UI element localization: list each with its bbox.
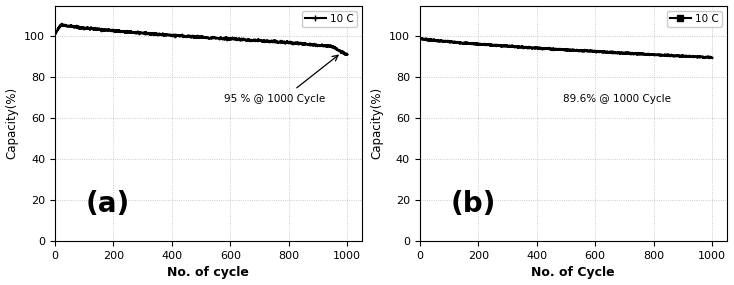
Legend: 10 C: 10 C — [666, 11, 722, 27]
Legend: 10 C: 10 C — [302, 11, 357, 27]
Text: 89.6% @ 1000 Cycle: 89.6% @ 1000 Cycle — [563, 94, 671, 104]
Text: (b): (b) — [451, 190, 496, 218]
Text: (a): (a) — [86, 190, 130, 218]
X-axis label: No. of cycle: No. of cycle — [167, 266, 250, 280]
X-axis label: No. of Cycle: No. of Cycle — [531, 266, 615, 280]
Y-axis label: Capacity(%): Capacity(%) — [6, 87, 18, 159]
Text: 95 % @ 1000 Cycle: 95 % @ 1000 Cycle — [225, 94, 326, 104]
Y-axis label: Capacity(%): Capacity(%) — [371, 87, 383, 159]
